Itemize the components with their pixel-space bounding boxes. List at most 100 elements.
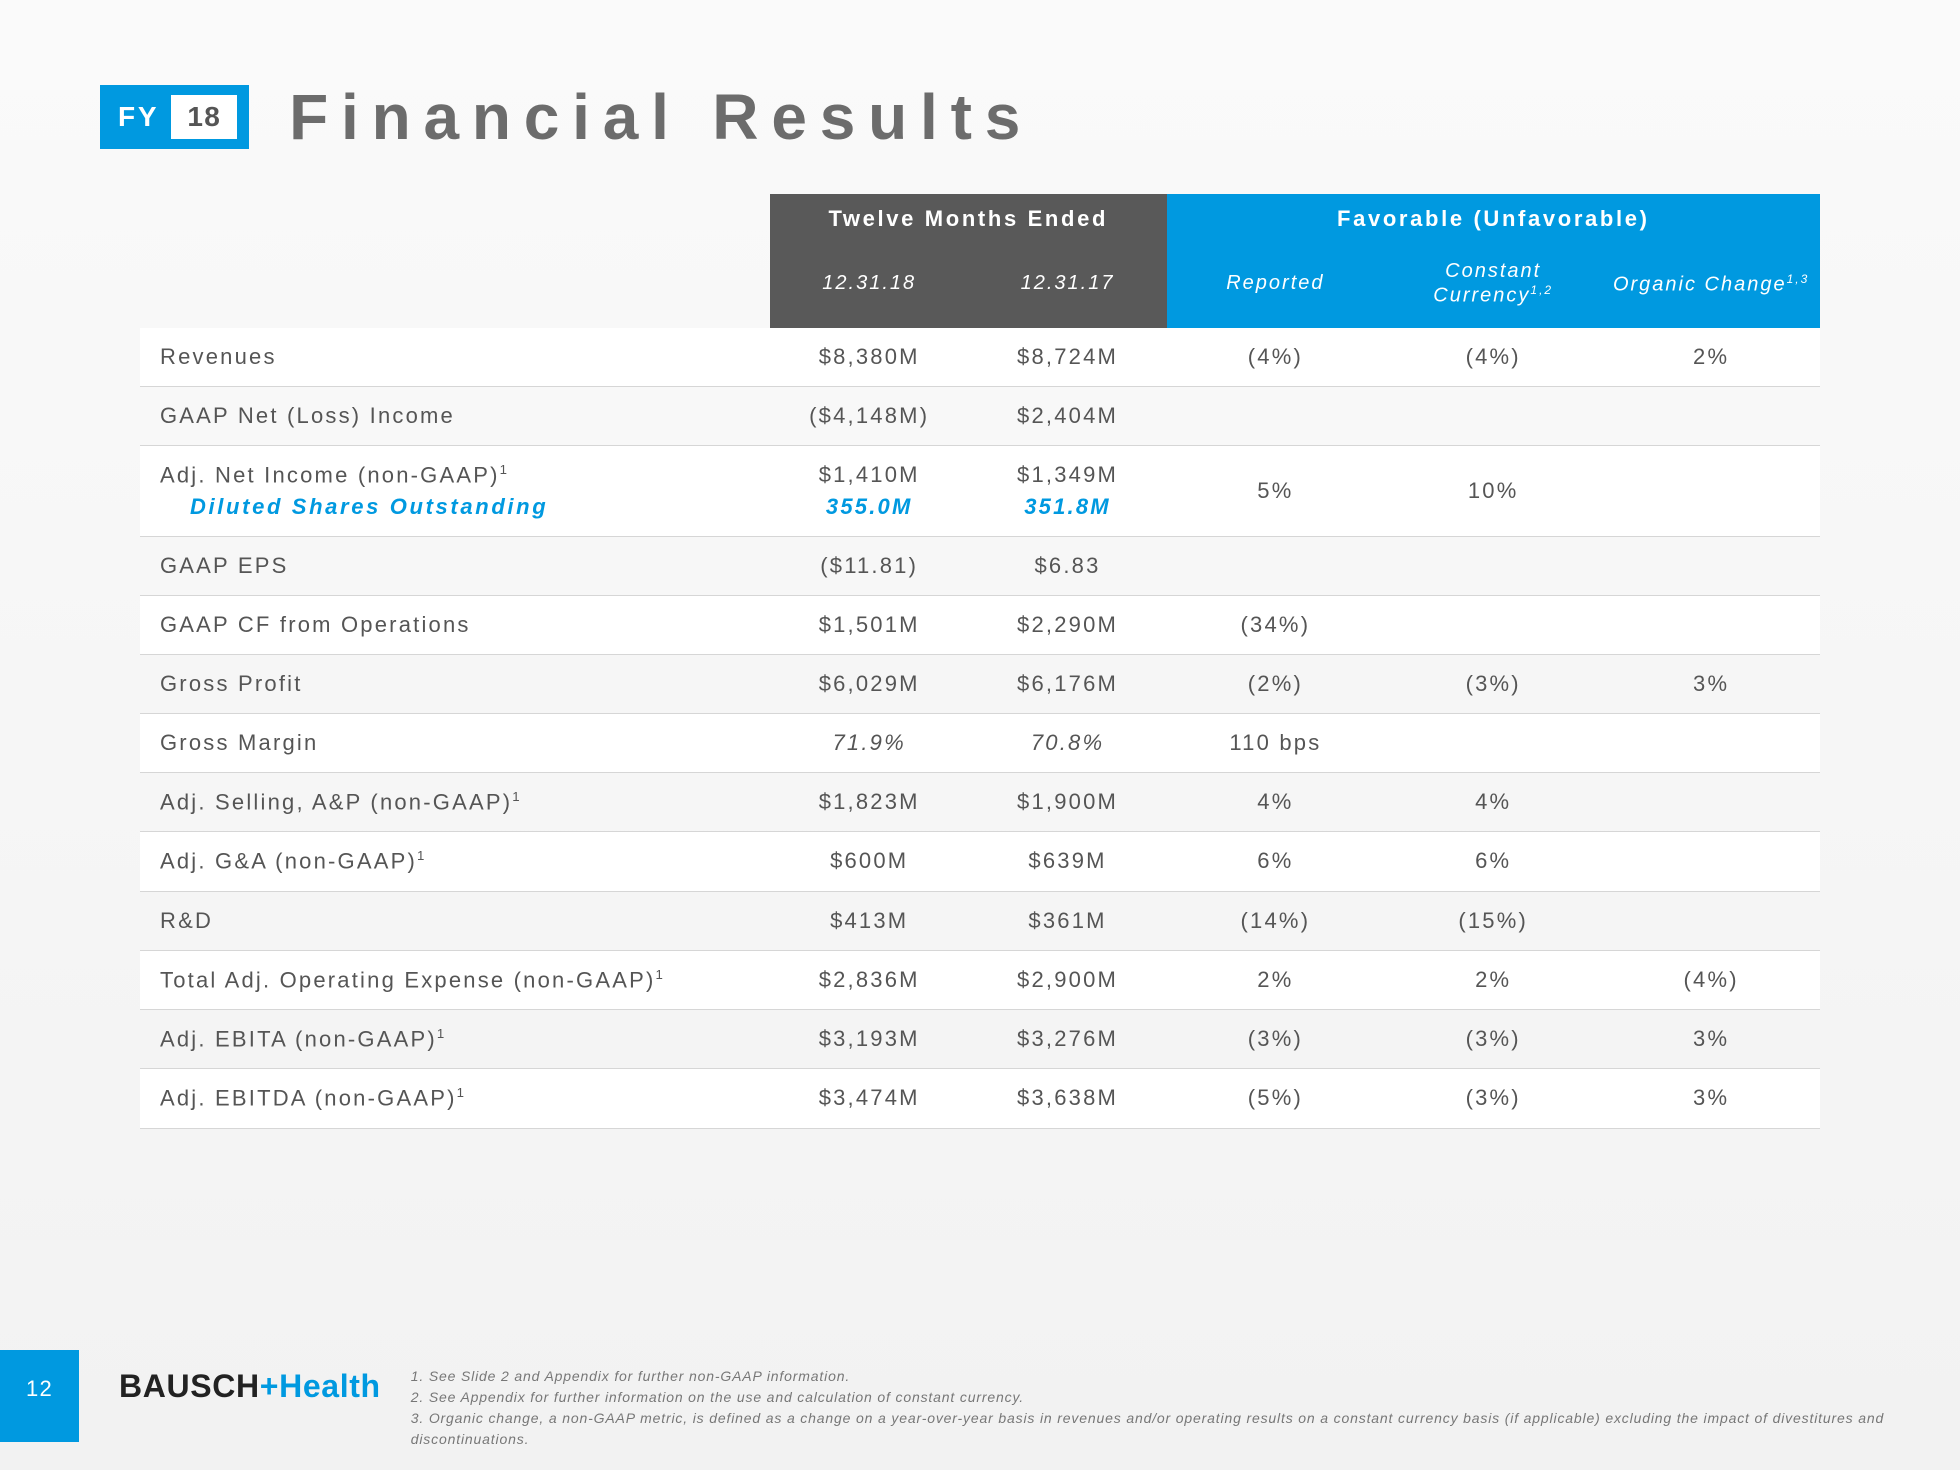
row-value: (3%) [1384, 1009, 1602, 1068]
row-value: 2% [1167, 950, 1385, 1009]
row-value: $8,380M [770, 328, 969, 387]
row-value: $1,349M351.8M [968, 445, 1166, 536]
row-value: $6,029M [770, 654, 969, 713]
row-value: $2,836M [770, 950, 969, 1009]
col-organic-change: Organic Change1,3 [1602, 244, 1820, 328]
row-label: R&D [140, 891, 770, 950]
row-value: (3%) [1384, 654, 1602, 713]
row-label: GAAP Net (Loss) Income [140, 386, 770, 445]
col-reported: Reported [1167, 244, 1385, 328]
row-value: 2% [1602, 328, 1820, 387]
row-value: $6,176M [968, 654, 1166, 713]
row-value: 3% [1602, 1009, 1820, 1068]
footnote: 3. Organic change, a non-GAAP metric, is… [411, 1408, 1940, 1450]
row-value: $2,404M [968, 386, 1166, 445]
row-value: $3,638M [968, 1069, 1166, 1128]
row-value: (14%) [1167, 891, 1385, 950]
page-number: 12 [0, 1350, 79, 1442]
row-value: 5% [1167, 445, 1385, 536]
row-value: $3,276M [968, 1009, 1166, 1068]
row-value: 71.9% [770, 713, 969, 772]
row-label: Adj. G&A (non-GAAP)1 [140, 832, 770, 891]
row-value: $1,501M [770, 595, 969, 654]
row-value [1602, 445, 1820, 536]
row-label: Adj. Selling, A&P (non-GAAP)1 [140, 772, 770, 831]
row-label: Gross Margin [140, 713, 770, 772]
row-value [1167, 536, 1385, 595]
row-value: 110 bps [1167, 713, 1385, 772]
row-label: Revenues [140, 328, 770, 387]
blank-header [140, 244, 770, 328]
financial-table-wrap: Twelve Months Ended Favorable (Unfavorab… [140, 194, 1820, 1129]
row-value: 3% [1602, 1069, 1820, 1128]
company-logo: BAUSCH+Health [119, 1350, 381, 1405]
row-value: (3%) [1384, 1069, 1602, 1128]
row-value: $600M [770, 832, 969, 891]
table-row: Adj. Selling, A&P (non-GAAP)1$1,823M$1,9… [140, 772, 1820, 831]
row-label: Adj. EBITA (non-GAAP)1 [140, 1009, 770, 1068]
row-label: Total Adj. Operating Expense (non-GAAP)1 [140, 950, 770, 1009]
row-value: (4%) [1602, 950, 1820, 1009]
row-label: GAAP EPS [140, 536, 770, 595]
plus-icon: + [260, 1368, 279, 1404]
table-row: Adj. EBITA (non-GAAP)1$3,193M$3,276M(3%)… [140, 1009, 1820, 1068]
row-value: (2%) [1167, 654, 1385, 713]
footnotes: 1. See Slide 2 and Appendix for further … [411, 1350, 1940, 1450]
footnote: 2. See Appendix for further information … [411, 1387, 1940, 1408]
row-value: 10% [1384, 445, 1602, 536]
table-row: Adj. G&A (non-GAAP)1$600M$639M6%6% [140, 832, 1820, 891]
table-row: Revenues$8,380M$8,724M(4%)(4%)2% [140, 328, 1820, 387]
fy-label: FY [118, 101, 159, 133]
row-label: Adj. EBITDA (non-GAAP)1 [140, 1069, 770, 1128]
row-value: ($11.81) [770, 536, 969, 595]
fy-year: 18 [171, 95, 237, 139]
row-value: $1,410M355.0M [770, 445, 969, 536]
row-value: 2% [1384, 950, 1602, 1009]
row-value [1384, 713, 1602, 772]
row-value: 70.8% [968, 713, 1166, 772]
slide: FY 18 Financial Results Twelve Months En… [0, 0, 1960, 1470]
row-value: (34%) [1167, 595, 1385, 654]
table-header: Twelve Months Ended Favorable (Unfavorab… [140, 194, 1820, 328]
row-value [1384, 595, 1602, 654]
financial-table: Twelve Months Ended Favorable (Unfavorab… [140, 194, 1820, 1129]
row-value: $2,900M [968, 950, 1166, 1009]
col-date-current: 12.31.18 [770, 244, 969, 328]
row-value: (5%) [1167, 1069, 1385, 1128]
row-value: (4%) [1384, 328, 1602, 387]
row-value: $2,290M [968, 595, 1166, 654]
row-label: Adj. Net Income (non-GAAP)1Diluted Share… [140, 445, 770, 536]
row-label: GAAP CF from Operations [140, 595, 770, 654]
table-row: GAAP CF from Operations$1,501M$2,290M(34… [140, 595, 1820, 654]
row-value: 4% [1384, 772, 1602, 831]
row-value: (3%) [1167, 1009, 1385, 1068]
slide-footer: 12 BAUSCH+Health 1. See Slide 2 and Appe… [0, 1350, 1960, 1450]
row-value: (4%) [1167, 328, 1385, 387]
row-value: $3,474M [770, 1069, 969, 1128]
row-value: $3,193M [770, 1009, 969, 1068]
logo-brand: BAUSCH [119, 1368, 260, 1404]
row-value [1602, 386, 1820, 445]
row-value: $639M [968, 832, 1166, 891]
blank-header [140, 194, 770, 244]
table-row: Adj. Net Income (non-GAAP)1Diluted Share… [140, 445, 1820, 536]
row-value [1602, 832, 1820, 891]
logo-suffix: Health [279, 1368, 381, 1404]
slide-header: FY 18 Financial Results [100, 80, 1860, 154]
row-value [1384, 386, 1602, 445]
row-value: $6.83 [968, 536, 1166, 595]
row-value [1602, 891, 1820, 950]
months-header: Twelve Months Ended [770, 194, 1167, 244]
row-value: (15%) [1384, 891, 1602, 950]
row-value: 6% [1167, 832, 1385, 891]
row-sublabel: Diluted Shares Outstanding [160, 488, 760, 520]
row-value: 6% [1384, 832, 1602, 891]
row-value: $1,900M [968, 772, 1166, 831]
row-label: Gross Profit [140, 654, 770, 713]
row-value: 3% [1602, 654, 1820, 713]
col-date-prev: 12.31.17 [968, 244, 1166, 328]
row-value: $413M [770, 891, 969, 950]
table-body: Revenues$8,380M$8,724M(4%)(4%)2%GAAP Net… [140, 328, 1820, 1128]
footnote: 1. See Slide 2 and Appendix for further … [411, 1366, 1940, 1387]
row-value: $8,724M [968, 328, 1166, 387]
